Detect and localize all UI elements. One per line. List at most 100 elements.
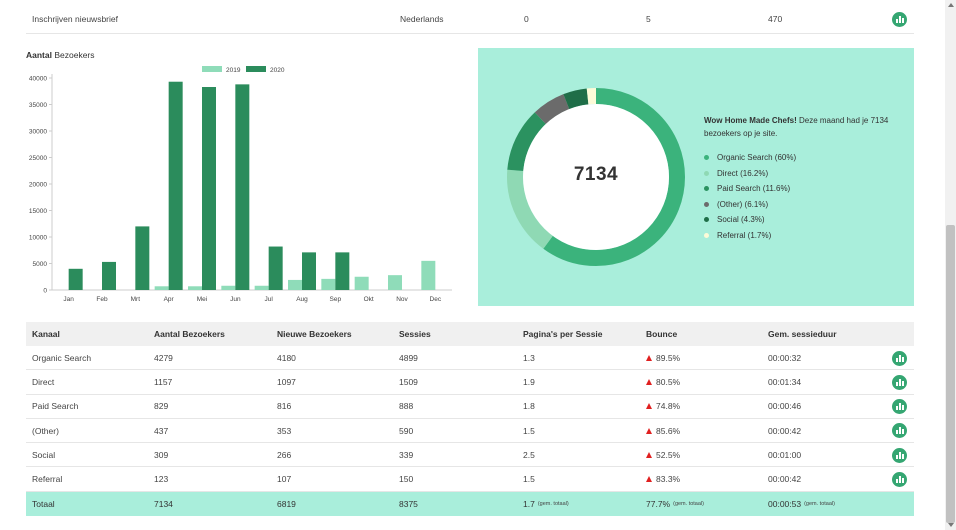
chart-title: Aantal Bezoekers [26,50,95,60]
bar-2020-Aug[interactable] [302,252,316,290]
legend-dot-icon [704,201,709,207]
scroll-down-arrow-icon[interactable] [948,523,954,527]
table-row: Direct 1157 1097 1509 1.9 80.5% 00:01:34 [26,370,914,395]
bar-2019-Jun[interactable] [221,285,236,290]
cell-nieuwe: 816 [277,401,292,412]
total-sessies: 8375 [399,498,418,509]
scrollbar[interactable] [945,0,956,530]
cell-bezoekers: 309 [154,449,169,460]
stats-chart-icon[interactable] [892,399,907,415]
donut-legend: Organic Search (60%) Direct (16.2%) Paid S… [704,150,796,243]
total-kanaal: Totaal [32,498,55,509]
x-tick-label: Okt [364,296,374,303]
bar-2019-Okt[interactable] [354,276,369,290]
stats-chart-icon[interactable] [892,374,907,390]
donut-segment-5[interactable] [507,88,685,266]
cell-sessies: 4899 [399,352,418,363]
table-row: Social 309 266 339 2.5 52.5% 00:01:00 [26,443,914,468]
bar-2019-Sep[interactable] [321,278,336,290]
donut-segment-1[interactable] [507,88,685,266]
visitors-bar-chart: 0 5000 10000 15000 20000 25000 30000 35000 40000… [26,46,462,308]
row-value-3: 470 [768,14,783,24]
bar-2020-Feb[interactable] [102,261,116,290]
bar-2020-Mrt[interactable] [135,226,150,290]
y-tick-label: 10000 [29,235,47,242]
column-header[interactable]: Kanaal [32,329,60,339]
stats-chart-icon[interactable] [892,350,907,366]
y-tick-label: 30000 [29,129,47,136]
scroll-thumb[interactable] [946,225,955,523]
legend-label: 2020 [270,67,285,74]
bar-2019-Dec[interactable] [421,260,436,290]
legend-item: Social (4.3%) [704,212,796,228]
cell-kanaal: (Other) [32,425,59,436]
cell-sessies: 888 [399,401,414,412]
total-note: (gem. totaal) [537,500,569,507]
y-tick-label: 20000 [29,182,47,189]
total-nieuwe: 6819 [277,498,296,509]
x-tick-label: Nov [396,296,408,303]
x-tick-label: Mei [197,296,207,303]
legend-swatch-2020 [246,66,266,72]
x-tick-label: Sep [330,296,342,303]
cell-sessies: 339 [399,449,414,460]
column-header[interactable]: Aantal Bezoekers [154,329,225,339]
legend-label: Organic Search (60%) [717,153,797,163]
cell-sessies: 150 [399,474,414,485]
legend-swatch-2019 [202,66,222,72]
bounce-up-arrow-icon [646,354,652,361]
column-header[interactable]: Gem. sessieduur [768,329,837,339]
legend-item: Paid Search (11.6%) [704,181,796,197]
scroll-up-arrow-icon[interactable] [948,3,954,7]
legend-item: (Other) (6.1%) [704,197,796,213]
legend-dot-icon [704,232,709,238]
stats-chart-icon[interactable] [892,12,907,27]
column-header[interactable]: Nieuwe Bezoekers [277,329,352,339]
bar-2020-Apr[interactable] [168,81,183,291]
legend-item: Direct (16.2%) [704,166,796,182]
legend-item: Referral (1.7%) [704,228,796,244]
cell-bounce: 74.8% [646,395,680,418]
donut-summary: Wow Home Made Chefs! Deze maand had je 7… [704,116,889,138]
cell-kanaal: Organic Search [32,352,92,363]
column-header[interactable]: Bounce [646,329,678,339]
cell-pps: 1.9 [523,376,535,387]
donut-total: 7134 [573,164,619,185]
bar-2020-Jul[interactable] [268,246,283,290]
newsletter-row: Inschrijven nieuwsbrief Nederlands 0 5 4… [26,4,914,34]
cell-duur: 00:00:46 [768,401,802,412]
x-tick-label: Feb [96,296,108,303]
bar-2019-Apr[interactable] [154,286,169,290]
bar-2019-Mei[interactable] [188,286,202,290]
bar-2019-Nov[interactable] [388,275,402,290]
bar-2020-Sep[interactable] [335,252,350,290]
table-total-row: Totaal 7134 6819 8375 1.7 (gem. totaal) 77.7%(… [26,491,914,516]
bar-2020-Jan[interactable] [68,268,83,290]
cell-bounce: 52.5% [646,443,680,466]
channel-donut-panel: 7134 Wow Home Made Chefs! Deze maand had… [478,48,914,306]
table-row: Organic Search 4279 4180 4899 1.3 89.5% 00:00:… [26,346,914,371]
bounce-up-arrow-icon [646,378,652,385]
stats-chart-icon[interactable] [892,447,907,463]
stats-chart-icon[interactable] [892,423,907,439]
cell-bezoekers: 123 [154,474,169,485]
stats-chart-icon[interactable] [892,471,907,487]
total-pps: 1.7 (gem. totaal) [523,498,569,509]
bounce-up-arrow-icon [646,451,652,458]
bar-2020-Jun[interactable] [235,84,250,290]
bar-2019-Aug[interactable] [288,279,302,290]
column-header[interactable]: Sessies [399,329,431,339]
cell-duur: 00:00:32 [768,352,802,363]
bounce-up-arrow-icon [646,427,652,434]
cell-duur: 00:00:42 [768,425,802,436]
column-header[interactable]: Pagina's per Sessie [523,329,603,339]
total-note: (gem. totaal) [673,500,704,507]
x-tick-label: Dec [430,296,442,303]
bar-2019-Jul[interactable] [254,285,269,290]
y-tick-label: 40000 [29,76,47,83]
total-note: (gem. totaal) [804,500,835,507]
total-duur: 00:00:53 (gem. totaal) [768,498,835,509]
table-row: Paid Search 829 816 888 1.8 74.8% 00:00:46 [26,395,914,419]
cell-nieuwe: 266 [277,449,292,460]
bar-2020-Mei[interactable] [202,87,216,290]
